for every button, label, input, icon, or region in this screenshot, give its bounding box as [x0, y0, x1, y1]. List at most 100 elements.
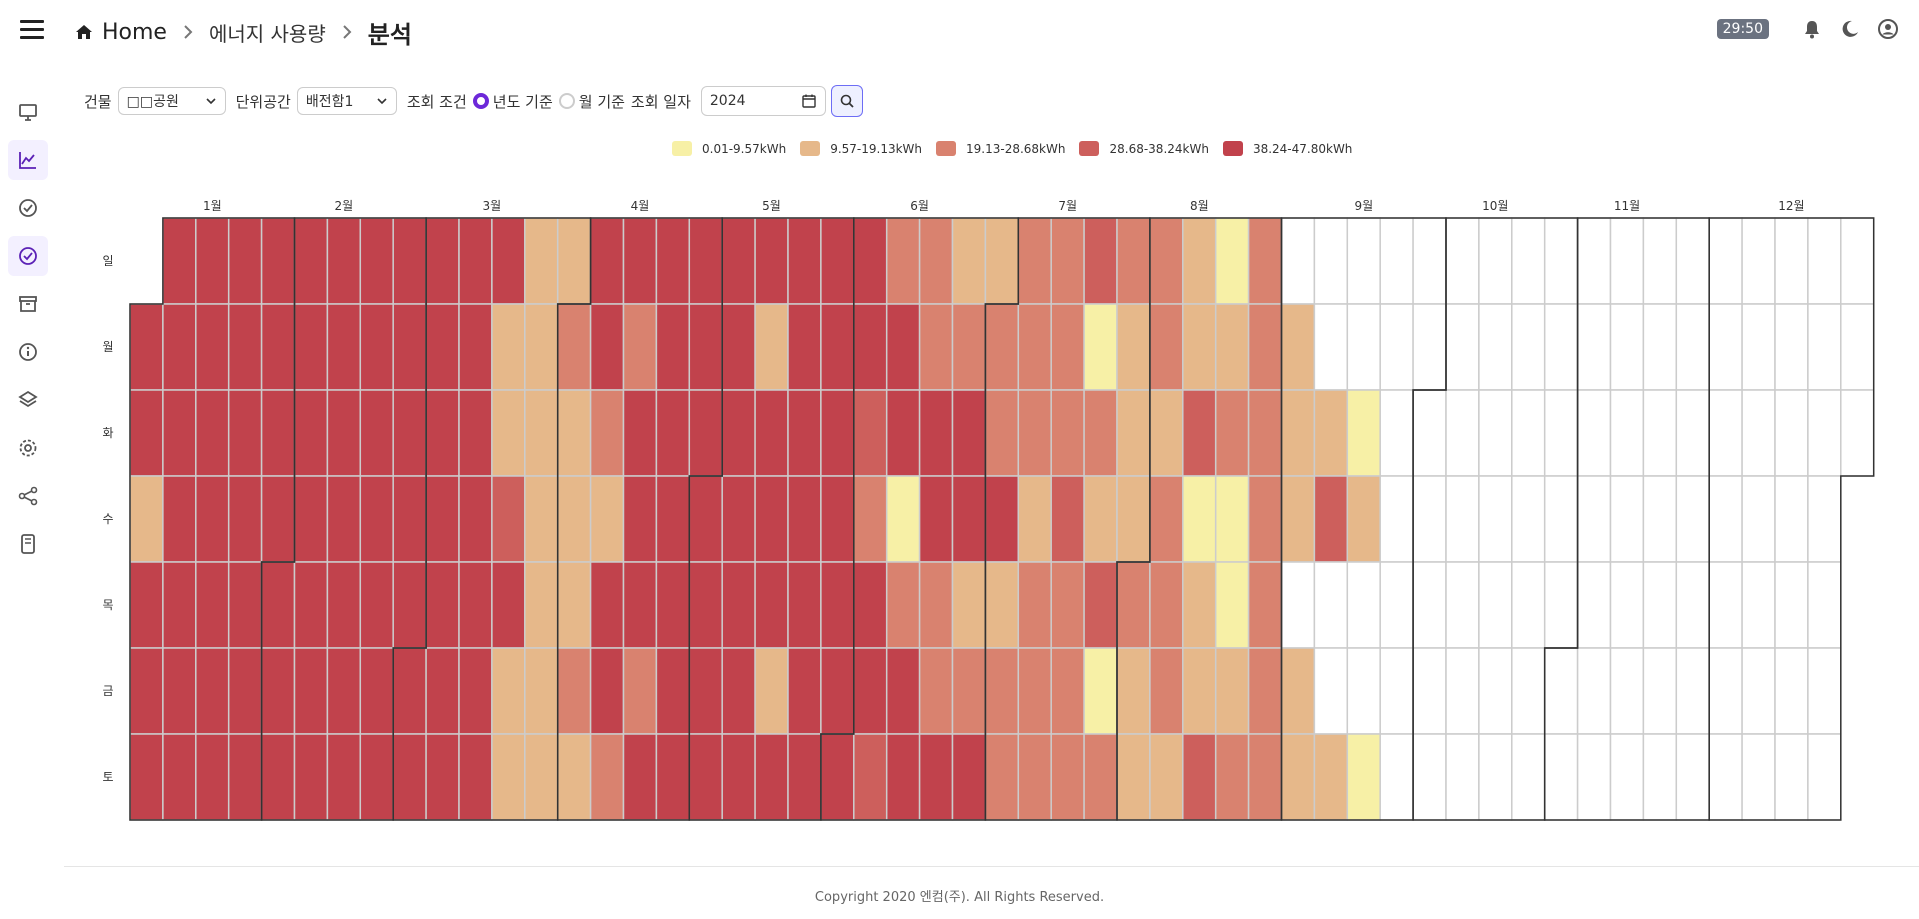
heatmap-cell[interactable]	[1543, 561, 1579, 649]
heatmap-cell[interactable]	[1017, 733, 1052, 821]
heatmap-cell[interactable]	[1050, 303, 1085, 391]
heatmap-cell[interactable]	[820, 303, 855, 391]
heatmap-cell[interactable]	[1214, 475, 1250, 563]
heatmap-cell[interactable]	[1412, 733, 1447, 821]
heatmap-cell[interactable]	[1280, 217, 1316, 305]
heatmap-cell[interactable]	[491, 475, 526, 563]
heatmap-cell[interactable]	[425, 217, 460, 305]
heatmap-cell[interactable]	[1478, 647, 1513, 735]
heatmap-cell[interactable]	[1313, 389, 1349, 477]
radio-year-label[interactable]: 년도 기준	[492, 92, 553, 111]
heatmap-cell[interactable]	[1346, 733, 1381, 821]
heatmap-cell[interactable]	[1379, 217, 1414, 305]
heatmap-cell[interactable]	[1840, 217, 1875, 305]
heatmap-cell[interactable]	[1379, 647, 1414, 735]
heatmap-cell[interactable]	[326, 561, 362, 649]
heatmap-cell[interactable]	[392, 303, 427, 391]
heatmap-cell[interactable]	[1478, 733, 1513, 821]
heatmap-cell[interactable]	[293, 217, 329, 305]
heatmap-cell[interactable]	[787, 647, 822, 735]
heatmap-cell[interactable]	[951, 733, 987, 821]
heatmap-cell[interactable]	[326, 475, 362, 563]
heatmap-cell[interactable]	[1346, 217, 1381, 305]
heatmap-cell[interactable]	[556, 561, 592, 649]
heatmap-cell[interactable]	[1083, 475, 1118, 563]
sidebar-item-analysis[interactable]	[8, 236, 48, 276]
heatmap-cell[interactable]	[129, 389, 164, 477]
heatmap-cell[interactable]	[853, 561, 888, 649]
heatmap-cell[interactable]	[1379, 303, 1414, 391]
heatmap-cell[interactable]	[820, 475, 855, 563]
heatmap-cell[interactable]	[227, 561, 263, 649]
heatmap-cell[interactable]	[260, 389, 296, 477]
heatmap-cell[interactable]	[1840, 303, 1875, 391]
heatmap-cell[interactable]	[1609, 647, 1645, 735]
heatmap-cell[interactable]	[622, 389, 658, 477]
heatmap-cell[interactable]	[589, 389, 625, 477]
heatmap-cell[interactable]	[359, 647, 394, 735]
heatmap-cell[interactable]	[1182, 647, 1217, 735]
heatmap-cell[interactable]	[1840, 389, 1875, 477]
heatmap-cell[interactable]	[1774, 561, 1809, 649]
heatmap-cell[interactable]	[129, 561, 164, 649]
heatmap-cell[interactable]	[326, 647, 362, 735]
heatmap-cell[interactable]	[787, 733, 822, 821]
heatmap-cell[interactable]	[392, 733, 427, 821]
heatmap-cell[interactable]	[589, 647, 625, 735]
heatmap-cell[interactable]	[1741, 217, 1776, 305]
heatmap-cell[interactable]	[1675, 303, 1710, 391]
heatmap-cell[interactable]	[853, 475, 888, 563]
heatmap-cell[interactable]	[1050, 647, 1085, 735]
heatmap-cell[interactable]	[425, 647, 460, 735]
heatmap-cell[interactable]	[1412, 647, 1447, 735]
heatmap-cell[interactable]	[1247, 733, 1283, 821]
heatmap-cell[interactable]	[754, 733, 789, 821]
heatmap-cell[interactable]	[1675, 647, 1710, 735]
heatmap-cell[interactable]	[1214, 647, 1250, 735]
heatmap-cell[interactable]	[1675, 733, 1710, 821]
heatmap-cell[interactable]	[951, 217, 987, 305]
heatmap-cell[interactable]	[721, 647, 756, 735]
heatmap-cell[interactable]	[195, 217, 230, 305]
heatmap-cell[interactable]	[195, 303, 230, 391]
heatmap-cell[interactable]	[1017, 389, 1052, 477]
heatmap-cell[interactable]	[1741, 475, 1776, 563]
heatmap-cell[interactable]	[1116, 647, 1151, 735]
heatmap-cell[interactable]	[227, 647, 263, 735]
heatmap-cell[interactable]	[1083, 733, 1118, 821]
radio-month-label[interactable]: 월 기준	[578, 92, 625, 111]
heatmap-cell[interactable]	[1214, 217, 1250, 305]
heatmap-cell[interactable]	[1083, 561, 1118, 649]
heatmap-cell[interactable]	[754, 475, 789, 563]
heatmap-cell[interactable]	[721, 217, 756, 305]
heatmap-cell[interactable]	[655, 303, 691, 391]
heatmap-cell[interactable]	[1511, 647, 1546, 735]
heatmap-cell[interactable]	[458, 303, 493, 391]
heatmap-cell[interactable]	[1017, 217, 1052, 305]
heatmap-cell[interactable]	[1017, 475, 1052, 563]
heatmap-cell[interactable]	[951, 303, 987, 391]
heatmap-cell[interactable]	[491, 217, 526, 305]
heatmap-cell[interactable]	[293, 475, 329, 563]
heatmap-cell[interactable]	[1807, 217, 1842, 305]
heatmap-cell[interactable]	[195, 647, 230, 735]
heatmap-cell[interactable]	[1576, 303, 1612, 391]
heatmap-cell[interactable]	[260, 733, 296, 821]
heatmap-cell[interactable]	[1149, 561, 1184, 649]
heatmap-cell[interactable]	[195, 389, 230, 477]
heatmap-cell[interactable]	[655, 561, 691, 649]
heatmap-cell[interactable]	[1478, 217, 1513, 305]
heatmap-cell[interactable]	[359, 389, 394, 477]
sidebar-item-check[interactable]	[8, 188, 48, 228]
heatmap-cell[interactable]	[885, 389, 921, 477]
heatmap-cell[interactable]	[1412, 475, 1447, 563]
heatmap-cell[interactable]	[1182, 475, 1217, 563]
heatmap-cell[interactable]	[754, 303, 789, 391]
heatmap-cell[interactable]	[1280, 561, 1316, 649]
heatmap-cell[interactable]	[162, 647, 197, 735]
heatmap-cell[interactable]	[425, 561, 460, 649]
heatmap-cell[interactable]	[1116, 561, 1151, 649]
heatmap-cell[interactable]	[885, 561, 921, 649]
heatmap-cell[interactable]	[293, 561, 329, 649]
heatmap-cell[interactable]	[1642, 217, 1678, 305]
